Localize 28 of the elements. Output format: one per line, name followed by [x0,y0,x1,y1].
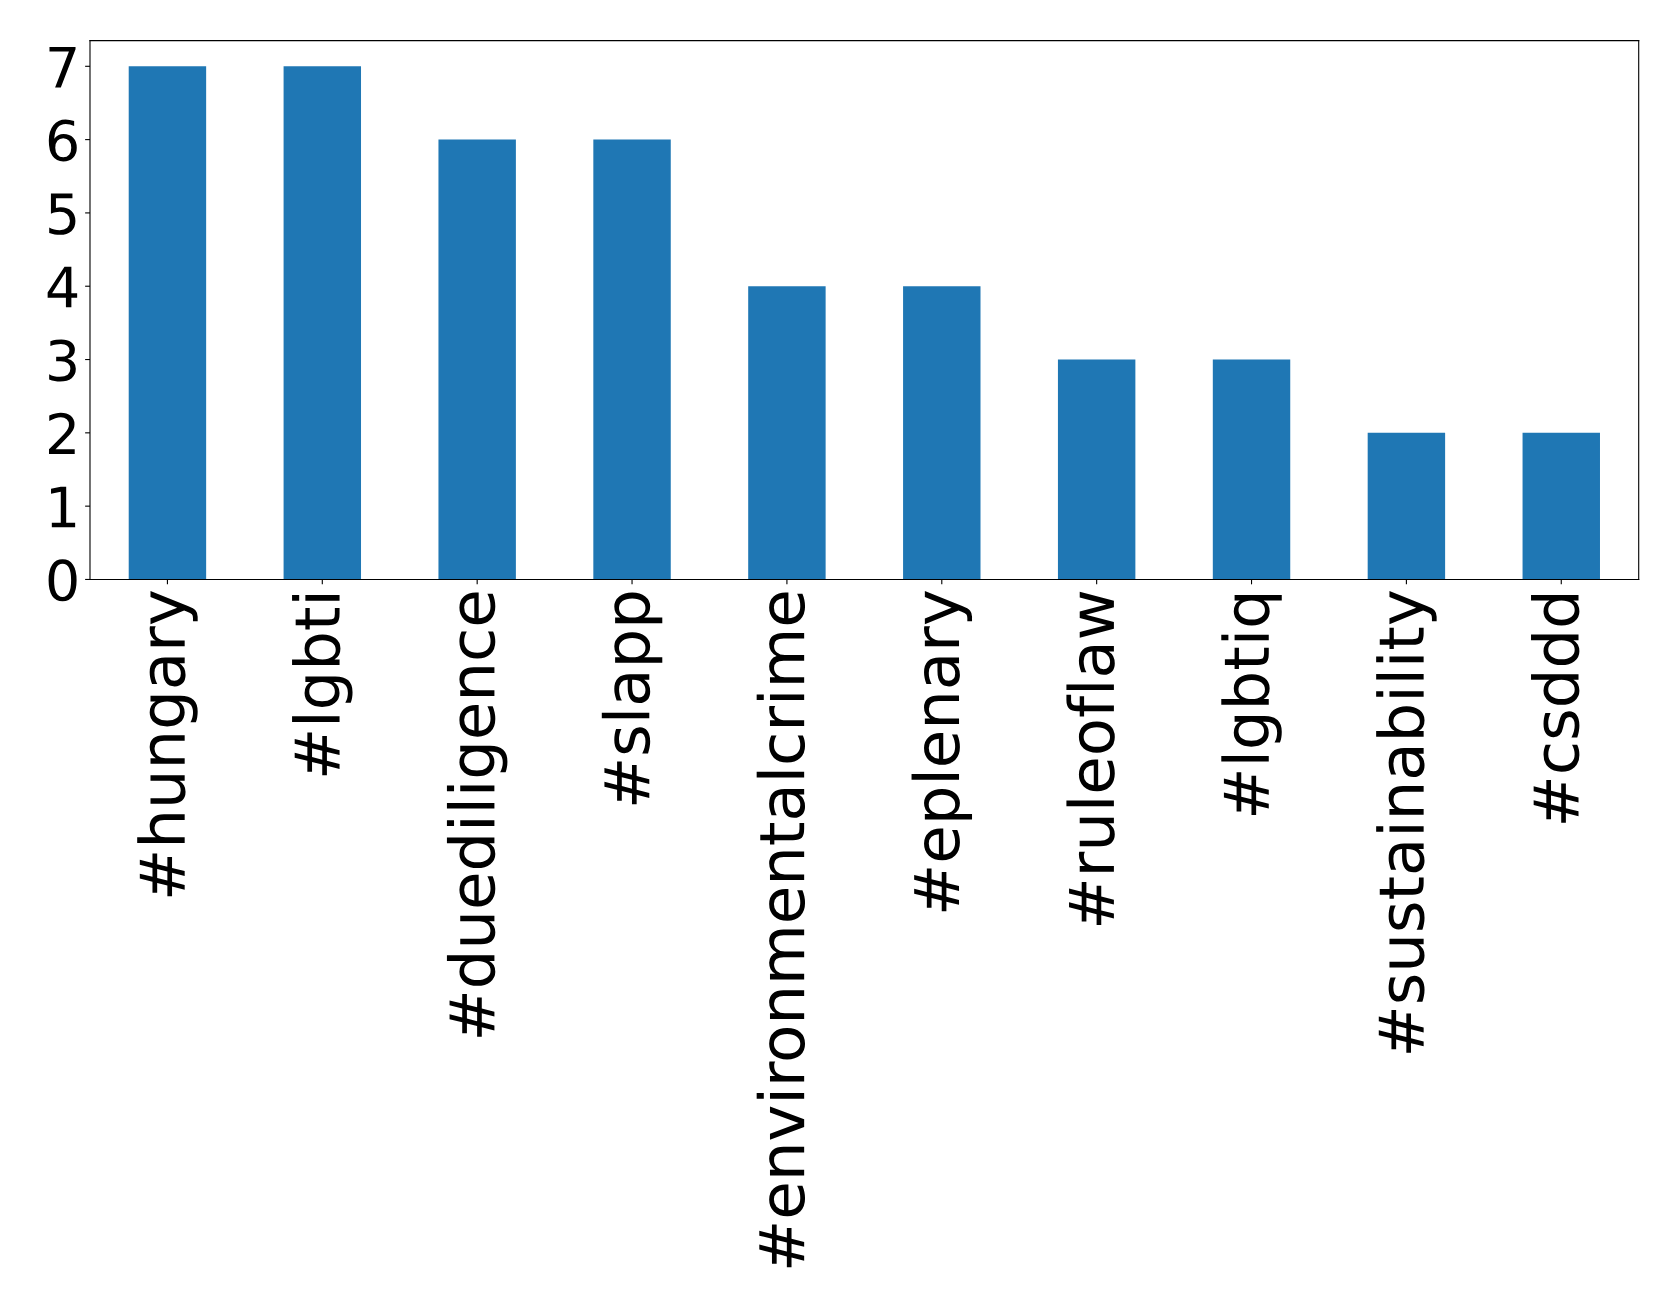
x-tick-label: #eplenary [911,591,973,912]
x-tick-label: #ruleoflaw [1066,591,1115,925]
y-tick-label: 6 [48,119,77,162]
y-tick-label: 3 [49,339,76,382]
bar [1367,432,1446,580]
x-tick-label: #sustainability [1376,591,1437,1053]
x-tick-label: #slapp [601,592,663,805]
x-tick-label: #hungary [137,591,198,897]
y-tick-label: 7 [49,46,76,88]
x-tick-label: #lgbtiq [1221,594,1282,815]
bar [903,286,981,580]
bar [1057,359,1136,580]
bar [1522,432,1600,580]
x-tick-label: #lgbti [292,595,353,776]
y-tick-label: 5 [49,193,76,235]
bar [1212,359,1291,580]
x-tick-label: #duediligence [446,592,508,1037]
bar [283,66,362,580]
bar [128,66,207,580]
bar [748,286,826,580]
x-tick-label: #csddd [1531,594,1580,823]
y-tick-label: 0 [48,559,77,602]
y-tick-label: 4 [47,266,78,308]
y-tick-label: 1 [51,486,76,528]
y-tick-label: 2 [49,412,75,454]
x-tick-label: #environmentalcrime [756,592,806,1268]
bar [438,139,516,580]
bar [593,139,671,580]
